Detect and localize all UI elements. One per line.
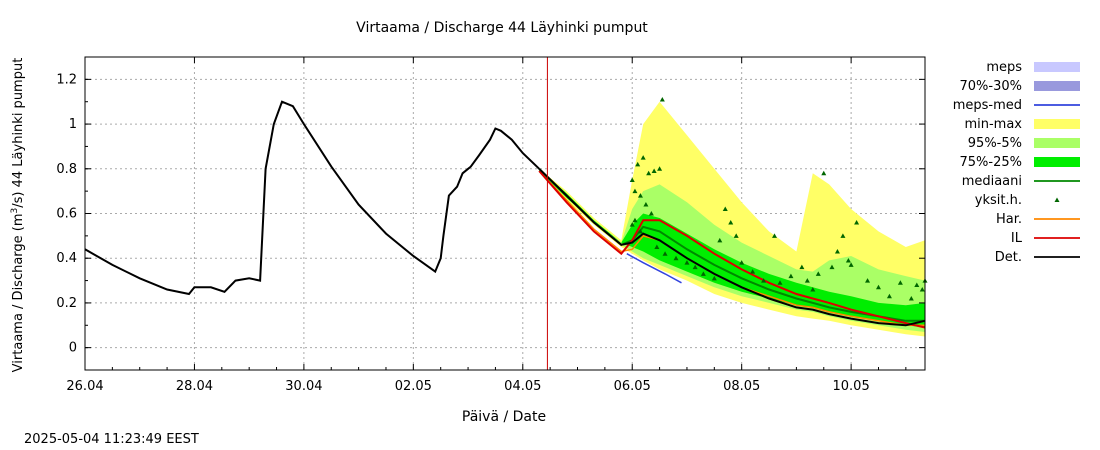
observed-line (84, 100, 540, 296)
ensemble-point (733, 233, 739, 238)
legend-label-meps_med: meps-med (953, 98, 1022, 113)
y-axis-label: Virtaama / Discharge (m3/s) 44 Läyhinki … (10, 58, 26, 373)
x-axis-label: Päivä / Date (462, 409, 546, 425)
meps-med-line (626, 253, 682, 284)
legend-label-min_max: min-max (964, 117, 1022, 132)
legend-label-mediaani: mediaani (962, 174, 1022, 189)
legend-swatch-p70_30 (1034, 81, 1080, 91)
y-tick-label: 0.8 (56, 162, 77, 177)
ensemble-point (840, 233, 846, 238)
legend-label-meps: meps (986, 60, 1022, 75)
y-tick-label: 0.4 (56, 251, 77, 266)
ensemble-point (662, 251, 668, 256)
legend: meps 70%-30% meps-med min-max 95%-5% 75%-25% m… (953, 60, 1080, 265)
x-tick-label: 06.05 (614, 379, 651, 394)
forecast-bands (539, 101, 925, 337)
ensemble-point (629, 177, 635, 182)
y-tick-label: 0.2 (56, 296, 77, 311)
ensemble-point (914, 282, 920, 288)
y-tick-label: 0.6 (56, 207, 77, 222)
ensemble-point (657, 166, 663, 171)
x-tick-label: 30.04 (285, 379, 322, 394)
ensemble-point (788, 273, 794, 279)
ensemble-point (651, 168, 657, 174)
legend-label-det: Det. (995, 250, 1022, 265)
ensemble-point (834, 249, 840, 254)
ensemble-point (728, 219, 734, 225)
ensemble-point (673, 255, 679, 261)
ensemble-point (643, 202, 649, 207)
ensemble-point (637, 228, 643, 234)
ensemble-points (629, 96, 928, 301)
ensemble-point (777, 280, 783, 285)
legend-swatch-yksit (1054, 197, 1060, 202)
ensemble-point (711, 275, 717, 281)
y-tick-label: 1 (69, 117, 77, 132)
axes (84, 56, 926, 371)
ensemble-point (897, 280, 903, 285)
ensemble-point (919, 287, 925, 292)
x-tick-label: 04.05 (504, 379, 541, 394)
x-tick-labels: 26.04 28.04 30.04 02.05 04.05 06.05 08.05 10.05 (66, 379, 869, 394)
il-line (538, 170, 926, 329)
legend-label-p70_30: 70%-30% (960, 79, 1022, 94)
ensemble-point (815, 271, 821, 276)
x-tick-label: 08.05 (723, 379, 760, 394)
x-tick-label: 10.05 (833, 379, 870, 394)
det-line (538, 168, 926, 327)
timestamp: 2025-05-04 11:23:49 EEST (24, 432, 199, 447)
x-tick-label: 02.05 (395, 379, 432, 394)
ensemble-point (750, 269, 756, 274)
ensemble-point (629, 222, 635, 227)
ensemble-point (632, 188, 638, 194)
ensemble-point (684, 260, 690, 265)
x-tick-label: 28.04 (176, 379, 213, 394)
ensemble-point (845, 257, 851, 263)
legend-label-il: IL (1011, 231, 1023, 246)
legend-swatch-p95_5 (1034, 138, 1080, 148)
ensemble-point (632, 217, 638, 223)
ensemble-point (821, 170, 827, 176)
ensemble-point (829, 264, 835, 270)
ensemble-point (654, 244, 660, 250)
p75-25-band (539, 168, 925, 328)
x-tick-label: 26.04 (66, 379, 103, 394)
p95-5-band (539, 168, 925, 332)
ensemble-point (772, 233, 778, 238)
ensemble-point (648, 211, 654, 216)
y-tick-labels: 0 0.2 0.4 0.6 0.8 1 1.2 (56, 72, 77, 355)
ensemble-point (722, 206, 728, 212)
ensemble-point (640, 155, 646, 160)
ensemble-point (799, 264, 805, 270)
ensemble-point (692, 264, 698, 270)
ensemble-point (761, 278, 767, 283)
ensemble-point (646, 170, 652, 176)
series-lines (84, 57, 926, 370)
ensemble-point (804, 278, 810, 283)
ensemble-point (854, 219, 860, 225)
ensemble-point (810, 287, 816, 292)
ensemble-point (908, 295, 914, 301)
legend-label-yksit: yksit.h. (975, 193, 1022, 208)
ensemble-point (739, 260, 745, 265)
y-tick-label: 0 (69, 341, 77, 356)
legend-label-har: Har. (996, 212, 1022, 227)
ensemble-point (717, 237, 723, 243)
ensemble-point (700, 271, 706, 276)
legend-swatch-p75_25 (1034, 157, 1080, 167)
chart-title: Virtaama / Discharge 44 Läyhinki pumput (356, 20, 648, 36)
ensemble-point (865, 278, 871, 283)
ensemble-point (875, 284, 881, 290)
ensemble-point (635, 161, 641, 167)
legend-swatch-min_max (1034, 119, 1080, 129)
ensemble-point (659, 96, 665, 102)
legend-label-p95_5: 95%-5% (968, 136, 1022, 151)
legend-label-p75_25: 75%-25% (960, 155, 1022, 170)
ensemble-point (848, 262, 854, 267)
ensemble-point (886, 293, 892, 299)
ensemble-point (637, 193, 643, 198)
legend-swatch-meps (1034, 62, 1080, 72)
y-tick-label: 1.2 (56, 72, 77, 87)
